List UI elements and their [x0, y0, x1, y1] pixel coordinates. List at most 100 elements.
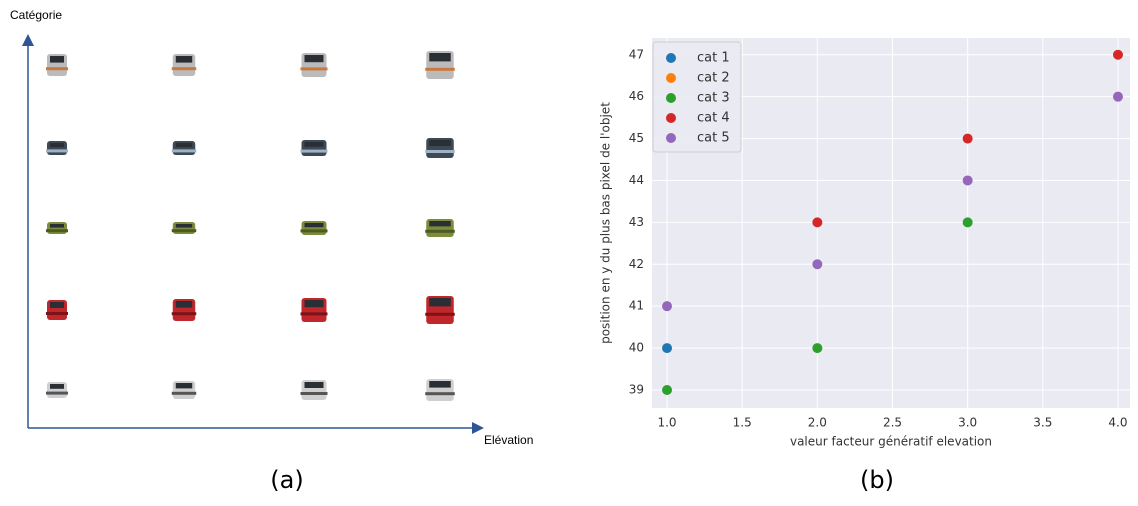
car-window	[429, 298, 451, 307]
legend-label: cat 4	[697, 111, 730, 126]
car-bumper	[300, 392, 328, 395]
point	[662, 384, 673, 395]
car-window	[304, 142, 324, 147]
point	[662, 301, 673, 312]
point	[962, 175, 973, 186]
car-window	[175, 143, 193, 148]
car-icon	[300, 380, 328, 400]
point	[962, 217, 973, 228]
car-window	[175, 383, 193, 389]
y-tick-label: 47	[629, 47, 644, 61]
car-icon	[171, 299, 197, 321]
car-bumper	[171, 229, 197, 233]
car-bumper	[171, 67, 197, 71]
x-tick-label: 3.5	[1033, 416, 1052, 430]
y-axis-title: position en y du plus bas pixel de l'obj…	[599, 102, 613, 344]
car-icon	[171, 54, 197, 76]
car-bumper	[425, 392, 455, 396]
car-icon	[46, 382, 68, 398]
car-icon	[300, 221, 328, 235]
legend-marker	[666, 113, 676, 123]
car-window	[304, 55, 324, 63]
car-window	[429, 381, 451, 388]
x-tick-label: 1.5	[733, 416, 752, 430]
car-bumper	[300, 229, 328, 233]
car-bumper	[300, 312, 328, 316]
x-tick-label: 2.5	[883, 416, 902, 430]
car-window	[50, 56, 64, 63]
x-tick-label: 2.0	[808, 416, 827, 430]
y-tick-label: 45	[629, 131, 644, 145]
x-tick-label: 3.0	[958, 416, 977, 430]
car-icon	[46, 222, 68, 234]
car-icon	[425, 219, 455, 237]
car-bumper	[46, 391, 68, 395]
legend-label: cat 5	[697, 131, 730, 146]
y-tick-label: 42	[629, 257, 644, 271]
car-icon	[300, 53, 328, 77]
car-icon	[425, 138, 455, 158]
car-grid	[46, 51, 455, 401]
car-icon	[425, 296, 455, 324]
point	[1112, 49, 1123, 60]
car-icon	[425, 51, 455, 79]
legend-marker	[666, 133, 676, 143]
legend: cat 1 cat 2 cat 3 cat 4 cat 5	[652, 41, 742, 153]
car-bumper	[425, 67, 455, 71]
x-tick-label: 4.0	[1108, 416, 1127, 430]
car-bumper	[425, 229, 455, 233]
car-window	[304, 300, 324, 308]
car-icon	[46, 141, 68, 155]
legend-label: cat 1	[697, 51, 730, 66]
y-tick-label: 44	[629, 173, 644, 187]
car-bumper	[46, 229, 68, 233]
car-icon	[300, 140, 328, 156]
y-tick-label: 39	[629, 382, 644, 396]
car-window	[429, 221, 451, 227]
car-bumper	[171, 149, 197, 153]
point	[812, 259, 823, 270]
car-window	[50, 302, 64, 308]
x-tick-label: 1.0	[657, 416, 676, 430]
car-icon	[171, 381, 197, 399]
car-icon	[171, 141, 197, 155]
car-window	[304, 223, 324, 228]
car-bumper	[171, 391, 197, 395]
car-window	[50, 384, 64, 389]
car-bumper	[300, 67, 328, 71]
legend-marker	[666, 73, 676, 83]
car-icon	[46, 300, 68, 320]
car-window	[429, 140, 451, 146]
y-tick-label: 46	[629, 89, 644, 103]
panel-b: (b) 1.0 1.5 2.0 2.5 3.0 3.5 4.0 39 40 41 42 43 44 45 4…	[599, 38, 1130, 494]
car-window	[50, 224, 64, 228]
car-window	[50, 143, 64, 148]
legend-marker	[666, 53, 676, 63]
x-axis-label: Elévation	[484, 433, 533, 447]
point	[812, 217, 823, 228]
car-icon	[425, 379, 455, 401]
car-bumper	[46, 67, 68, 71]
caption: (a)	[270, 466, 303, 494]
car-window	[175, 301, 193, 308]
point	[812, 343, 823, 354]
car-window	[429, 53, 451, 62]
car-window	[175, 224, 193, 228]
caption: (b)	[860, 466, 894, 494]
car-bumper	[46, 149, 68, 153]
car-bumper	[171, 312, 197, 316]
point	[662, 343, 673, 354]
car-bumper	[46, 312, 68, 315]
legend-box	[652, 41, 742, 153]
legend-label: cat 3	[697, 91, 730, 106]
car-bumper	[425, 312, 455, 316]
car-bumper	[425, 150, 455, 153]
panel-a: Catégorie Elévation (a)	[10, 8, 533, 494]
x-axis-title: valeur facteur génératif elevation	[790, 435, 992, 449]
point	[962, 133, 973, 144]
car-window	[175, 56, 193, 63]
point	[1112, 91, 1123, 102]
legend-marker	[666, 93, 676, 103]
car-icon	[171, 222, 197, 234]
